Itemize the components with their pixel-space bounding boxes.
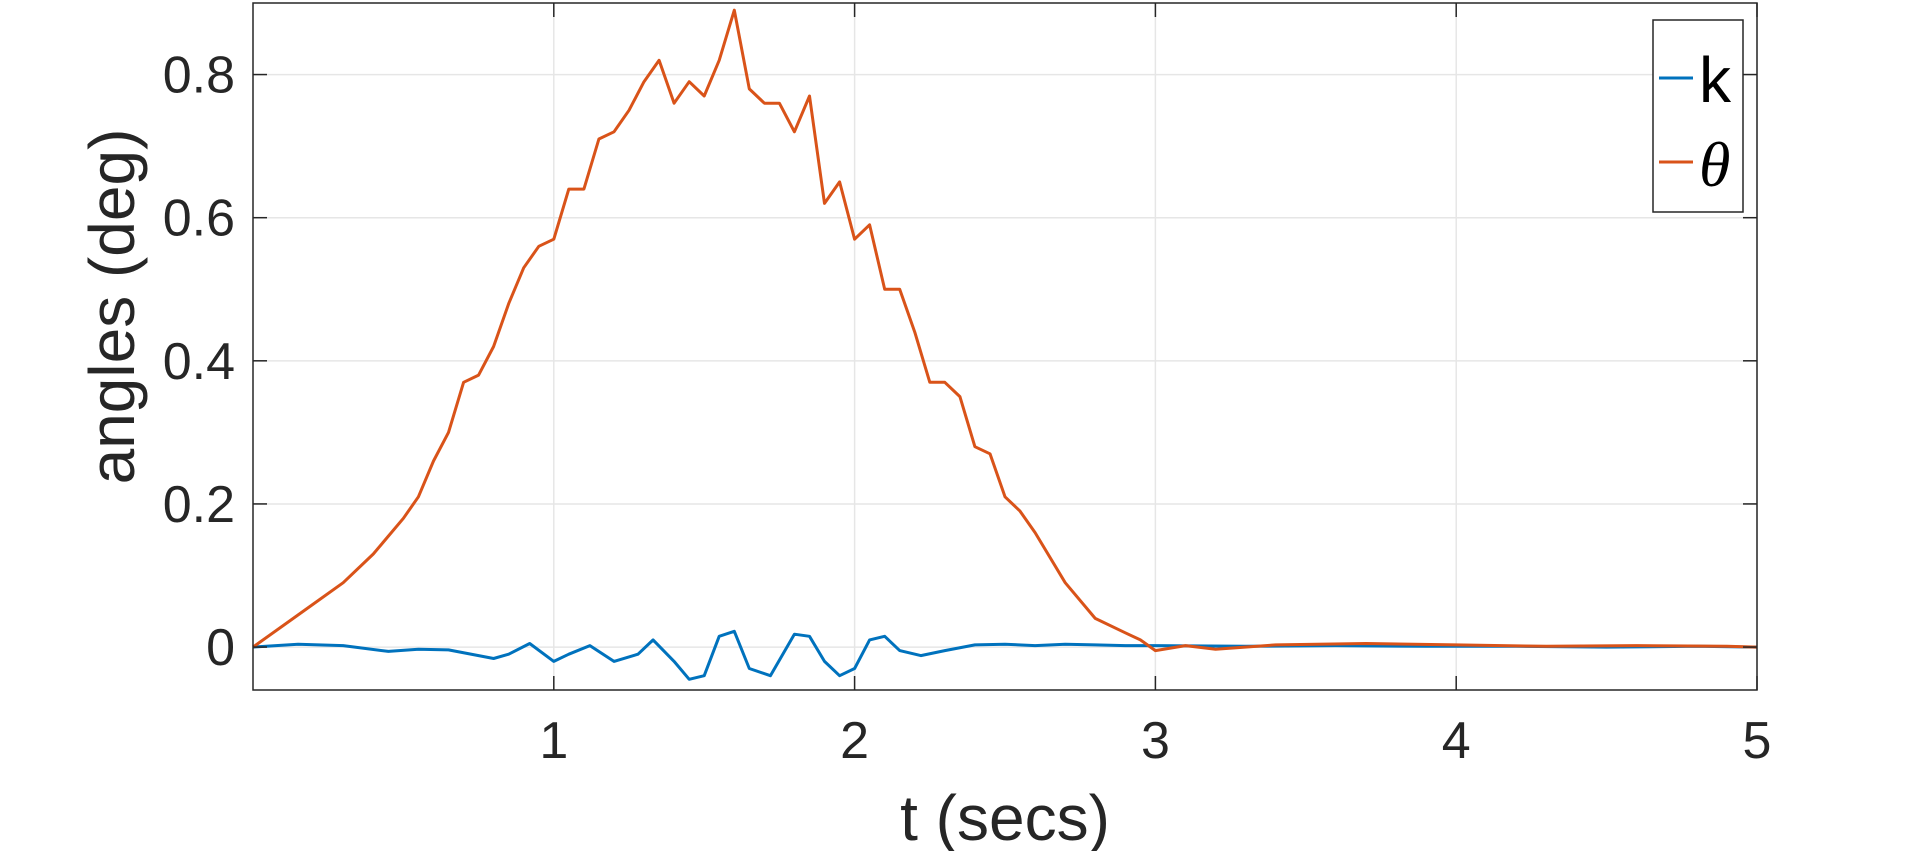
legend-label-k: k — [1699, 44, 1732, 116]
y-tick-label: 0 — [206, 619, 235, 677]
y-tick-label: 0.2 — [163, 476, 235, 534]
y-tick-label: 0.6 — [163, 190, 235, 248]
x-tick-label: 3 — [1141, 712, 1170, 770]
tick-labels: 1 2 3 4 5 0 0.2 0.4 0.6 0.8 — [163, 47, 1772, 770]
x-tick-label: 1 — [539, 712, 568, 770]
x-axis-title: t (secs) — [900, 782, 1110, 851]
legend-label-theta: θ — [1699, 129, 1730, 200]
x-tick-label: 5 — [1743, 712, 1772, 770]
legend-box — [1652, 19, 1744, 213]
series-line-k — [252, 629, 1758, 681]
y-axis-title: angles (deg) — [76, 129, 148, 485]
plot-area-frame — [252, 2, 1758, 691]
legend: k θ — [1652, 19, 1744, 213]
x-tick-label: 2 — [840, 712, 869, 770]
series-line-theta — [252, 8, 1758, 653]
series-lines — [252, 8, 1758, 681]
y-tick-label: 0.4 — [163, 333, 235, 391]
x-tick-label: 4 — [1442, 712, 1471, 770]
axis-ticks — [253, 3, 1758, 690]
y-tick-label: 0.8 — [163, 47, 235, 105]
